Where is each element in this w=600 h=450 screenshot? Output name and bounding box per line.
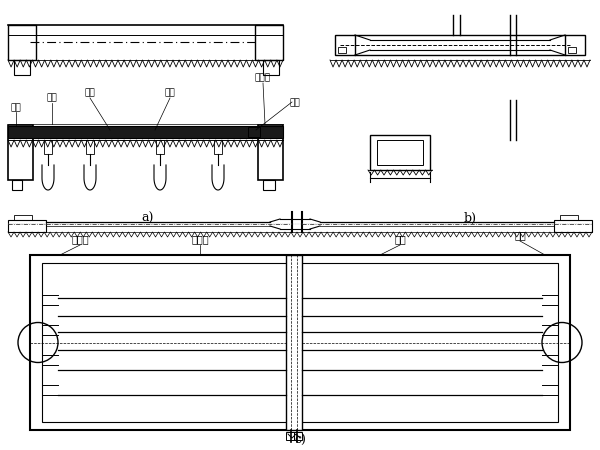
Bar <box>263 180 275 190</box>
Text: c): c) <box>294 434 306 447</box>
Bar <box>8 126 283 138</box>
Bar <box>30 255 570 430</box>
Bar <box>156 140 164 154</box>
Bar <box>255 25 283 60</box>
Bar <box>294 432 302 440</box>
Bar <box>44 140 52 154</box>
Bar <box>565 35 585 55</box>
Bar <box>554 220 592 232</box>
Bar <box>12 180 22 190</box>
Bar <box>377 140 423 165</box>
Bar <box>258 125 283 180</box>
Text: b): b) <box>464 212 476 225</box>
Bar <box>86 140 94 154</box>
Bar <box>560 215 578 220</box>
Bar <box>335 35 355 55</box>
Text: 定位板: 定位板 <box>71 234 89 244</box>
Text: 底板: 底板 <box>394 234 406 244</box>
Text: 横架: 横架 <box>11 103 22 112</box>
Bar <box>248 127 260 137</box>
Text: 承力架: 承力架 <box>191 234 209 244</box>
Bar <box>338 47 346 53</box>
Text: 夹具: 夹具 <box>290 98 301 107</box>
Bar <box>8 220 46 232</box>
Bar <box>8 25 36 60</box>
Text: 力筋: 力筋 <box>85 88 95 97</box>
Text: 支架: 支架 <box>47 93 58 102</box>
Text: 定位板: 定位板 <box>255 73 271 82</box>
Bar <box>286 255 302 430</box>
Bar <box>14 60 30 75</box>
Bar <box>8 125 33 180</box>
Bar <box>370 135 430 170</box>
Bar <box>14 215 32 220</box>
Text: 台面: 台面 <box>164 88 175 97</box>
Bar <box>42 263 558 422</box>
Bar <box>214 140 222 154</box>
Text: 横架: 横架 <box>514 230 526 240</box>
Bar <box>286 432 294 440</box>
Bar <box>263 60 279 75</box>
Bar <box>568 47 576 53</box>
Text: a): a) <box>142 212 154 225</box>
